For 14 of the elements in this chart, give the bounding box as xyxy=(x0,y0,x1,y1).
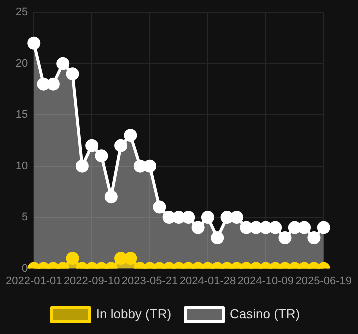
y-tick-label: 25 xyxy=(16,6,28,19)
legend-label: In lobby (TR) xyxy=(96,306,172,322)
y-tick-label: 20 xyxy=(16,58,28,70)
x-tick-label: 2023-05-21 xyxy=(122,275,178,288)
x-tick-label: 2025-06-19 xyxy=(296,275,352,288)
x-tick-label: 2022-01-01 xyxy=(6,275,62,288)
y-tick-label: 5 xyxy=(22,212,28,224)
y-tick-label: 15 xyxy=(16,109,28,122)
x-tick-label: 2022-09-10 xyxy=(64,275,120,288)
y-tick-label: 10 xyxy=(16,160,28,172)
x-tick-label: 2024-10-09 xyxy=(238,275,294,288)
legend-label: Casino (TR) xyxy=(230,306,300,322)
x-tick-label: 2024-01-28 xyxy=(180,275,236,288)
y-tick-label: 0 xyxy=(22,262,28,275)
